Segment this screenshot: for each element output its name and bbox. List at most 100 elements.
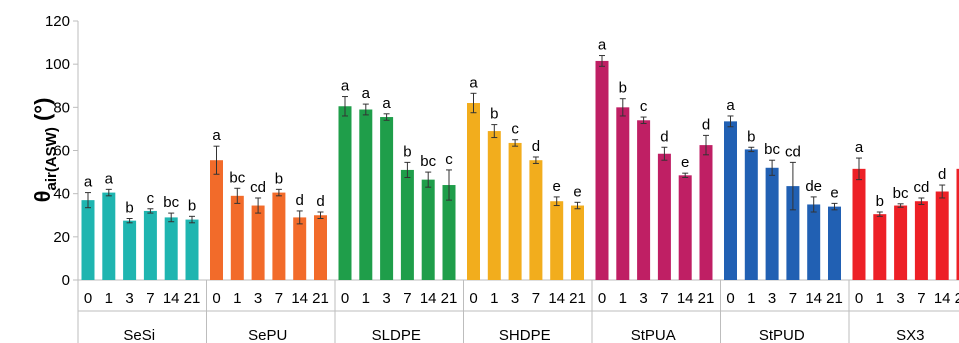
bar <box>765 167 779 280</box>
significance-letter: b <box>619 80 627 97</box>
bar <box>699 145 713 280</box>
y-ticks: 0 20 40 60 80 100 120 <box>45 13 78 289</box>
x-tick-label: 3 <box>896 290 904 307</box>
bar <box>571 205 584 280</box>
significance-letter: a <box>362 85 371 102</box>
bar <box>956 168 959 280</box>
bar <box>143 210 157 280</box>
svg-text:θair(ASW) (°): θair(ASW) (°) <box>30 98 60 203</box>
x-tick-label: 7 <box>146 290 154 307</box>
significance-letter: bc <box>893 185 909 202</box>
bar <box>359 109 373 280</box>
significance-letter: b <box>876 193 884 210</box>
x-tick-label: 3 <box>639 290 647 307</box>
significance-letter: b <box>747 128 755 145</box>
bar <box>467 103 480 281</box>
group-label: StPUD <box>759 327 805 343</box>
bar <box>637 120 651 281</box>
x-tick-label: 7 <box>789 290 797 307</box>
y-label-main: θ <box>30 191 55 203</box>
significance-letter: cd <box>250 179 266 196</box>
x-tick-label: 14 <box>934 290 951 307</box>
significance-letter: b <box>490 106 498 123</box>
bar <box>251 205 265 280</box>
x-tick-label: 21 <box>955 290 959 307</box>
x-tick-label: 0 <box>855 290 863 307</box>
significance-letter: cd <box>913 179 929 196</box>
bar <box>550 201 564 280</box>
x-tick-label: 7 <box>660 290 668 307</box>
x-tick-label: 14 <box>163 290 180 307</box>
group-label: StPUA <box>631 327 676 343</box>
x-tick-label: 21 <box>184 290 201 307</box>
bar <box>314 215 327 280</box>
x-tick-label: 1 <box>747 290 755 307</box>
bar <box>828 206 841 280</box>
bar <box>210 160 223 280</box>
x-tick-label: 1 <box>619 290 627 307</box>
bar <box>807 204 821 280</box>
group-labels: SeSi SePU SLDPE SHDPE StPUA StPUD SX3 <box>123 327 924 343</box>
significance-letter: d <box>316 193 324 210</box>
bar <box>935 191 949 280</box>
y-tick-label: 80 <box>53 99 70 116</box>
y-label-sub: air(ASW) <box>43 127 60 190</box>
x-tick-label: 3 <box>125 290 133 307</box>
x-tick-label: 7 <box>532 290 540 307</box>
x-tick-label: 1 <box>876 290 884 307</box>
bar <box>744 149 758 280</box>
significance-letter: a <box>212 127 221 144</box>
significance-letter: a <box>469 74 478 91</box>
bar <box>657 153 671 280</box>
significance-letter: d <box>532 138 540 155</box>
bar <box>852 168 866 280</box>
x-tick-label: 1 <box>105 290 113 307</box>
bar <box>894 205 908 280</box>
bar <box>380 117 394 280</box>
bar <box>595 60 609 280</box>
significance-letter: d <box>702 116 710 133</box>
x-tick-label: 0 <box>212 290 220 307</box>
x-tick-label: 21 <box>312 290 329 307</box>
x-tick-label: 0 <box>341 290 349 307</box>
significance-letter: a <box>382 95 391 112</box>
x-tick-label: 0 <box>469 290 477 307</box>
group-label: SX3 <box>896 327 924 343</box>
x-tick-label: 1 <box>362 290 370 307</box>
significance-letter: c <box>147 190 155 207</box>
group-label: SeSi <box>123 327 155 343</box>
x-tick-label: 0 <box>84 290 92 307</box>
y-label-unit: (°) <box>30 98 55 128</box>
y-tick-label: 40 <box>53 186 70 203</box>
bar <box>487 131 501 280</box>
bar <box>873 214 887 280</box>
bar <box>678 175 692 280</box>
bar <box>123 220 137 280</box>
significance-letter: e <box>573 183 581 200</box>
significance-letter: e <box>681 154 689 171</box>
significance-letter: c <box>511 121 519 138</box>
bar <box>230 195 244 280</box>
significance-letter: a <box>84 174 93 191</box>
x-tick-label: 1 <box>233 290 241 307</box>
bar <box>102 192 116 280</box>
significance-letter: d <box>296 192 304 209</box>
bar <box>338 106 352 280</box>
bar <box>272 192 286 280</box>
y-axis-label: θair(ASW) (°) <box>30 98 60 203</box>
significance-letter: c <box>445 151 453 168</box>
bar <box>724 121 737 280</box>
significance-letter: b <box>275 170 283 187</box>
x-ticks: 0 1 3 7 14 21 0 1 3 7 14 21 0 1 3 7 14 21 0 1 3 7 14 21 0 1 3 7 14 21… <box>84 290 959 307</box>
significance-letter: e <box>553 178 561 195</box>
bar <box>442 185 456 280</box>
x-tick-label: 21 <box>698 290 715 307</box>
group-label: SLDPE <box>372 327 421 343</box>
y-tick-label: 60 <box>53 143 70 160</box>
y-tick-label: 0 <box>62 272 70 289</box>
significance-letter: b <box>188 197 196 214</box>
significance-letter: de <box>805 178 822 195</box>
bar <box>616 107 630 280</box>
